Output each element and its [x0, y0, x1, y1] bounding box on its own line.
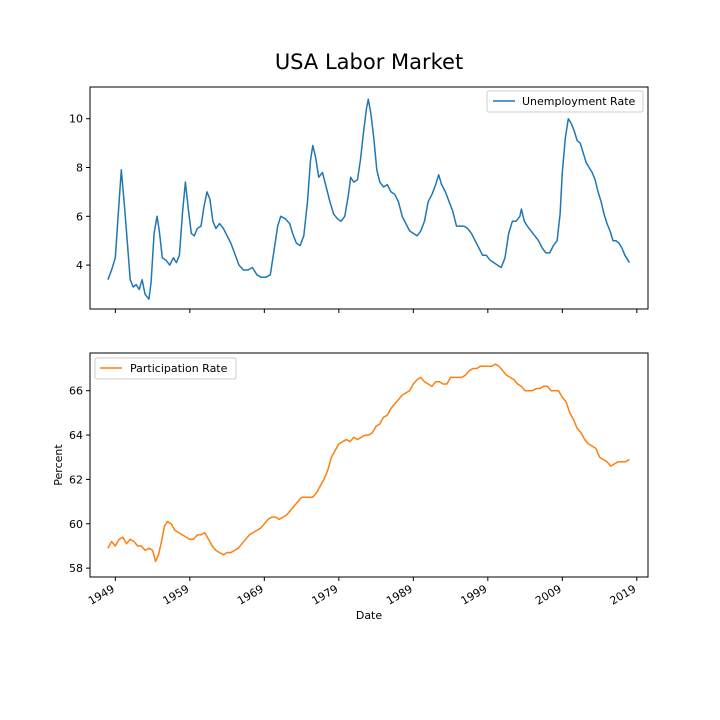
y-axis-label: Percent	[52, 444, 65, 486]
legend-box	[486, 90, 644, 113]
x-tick-label: 1959	[161, 582, 192, 607]
unemployment-plot-frame	[89, 86, 649, 310]
participation-panel: 58 60 62 64 66 1949 1959 1969 1979 1989 1999 2009 20…	[52, 352, 649, 622]
participation-series-group	[107, 363, 630, 563]
legend-box	[94, 357, 237, 380]
unemployment-legend: Unemployment Rate	[486, 90, 644, 113]
x-tick-label: 2009	[533, 582, 564, 607]
y-tick-label: 58	[69, 562, 83, 575]
participation-legend: Participation Rate	[94, 357, 237, 380]
x-tick-label: 1979	[310, 582, 341, 607]
y-tick-label: 62	[69, 473, 83, 486]
x-tick-label: 1999	[459, 582, 490, 607]
chart-title: USA Labor Market	[275, 50, 463, 74]
x-tick-label: 1949	[86, 582, 117, 607]
unemployment-axes-ticks: 4 6 8 10	[69, 113, 638, 313]
y-tick-label: 4	[76, 259, 83, 272]
participation-axes-ticks: 58 60 62 64 66 1949 1959 1969 1979 1989 1999 2009 20…	[69, 385, 638, 608]
x-axis-label: Date	[356, 609, 383, 622]
y-tick-label: 60	[69, 518, 83, 531]
y-tick-label: 6	[76, 210, 83, 223]
legend-label-unemployment: Unemployment Rate	[522, 95, 636, 108]
x-tick-label: 2019	[608, 582, 639, 607]
participation-plot-frame	[89, 352, 649, 578]
x-tick-label: 1989	[384, 582, 415, 607]
legend-label-participation: Participation Rate	[130, 362, 228, 375]
participation-rate-line	[107, 363, 630, 563]
unemployment-series-group	[107, 98, 631, 300]
y-tick-label: 66	[69, 385, 83, 398]
unemployment-panel: 4 6 8 10 Unemployment Rate	[69, 86, 649, 313]
y-tick-label: 64	[69, 429, 83, 442]
x-tick-label: 1969	[235, 582, 266, 607]
y-tick-label: 10	[69, 113, 83, 126]
y-tick-label: 8	[76, 162, 83, 175]
unemployment-rate-line	[107, 98, 631, 300]
